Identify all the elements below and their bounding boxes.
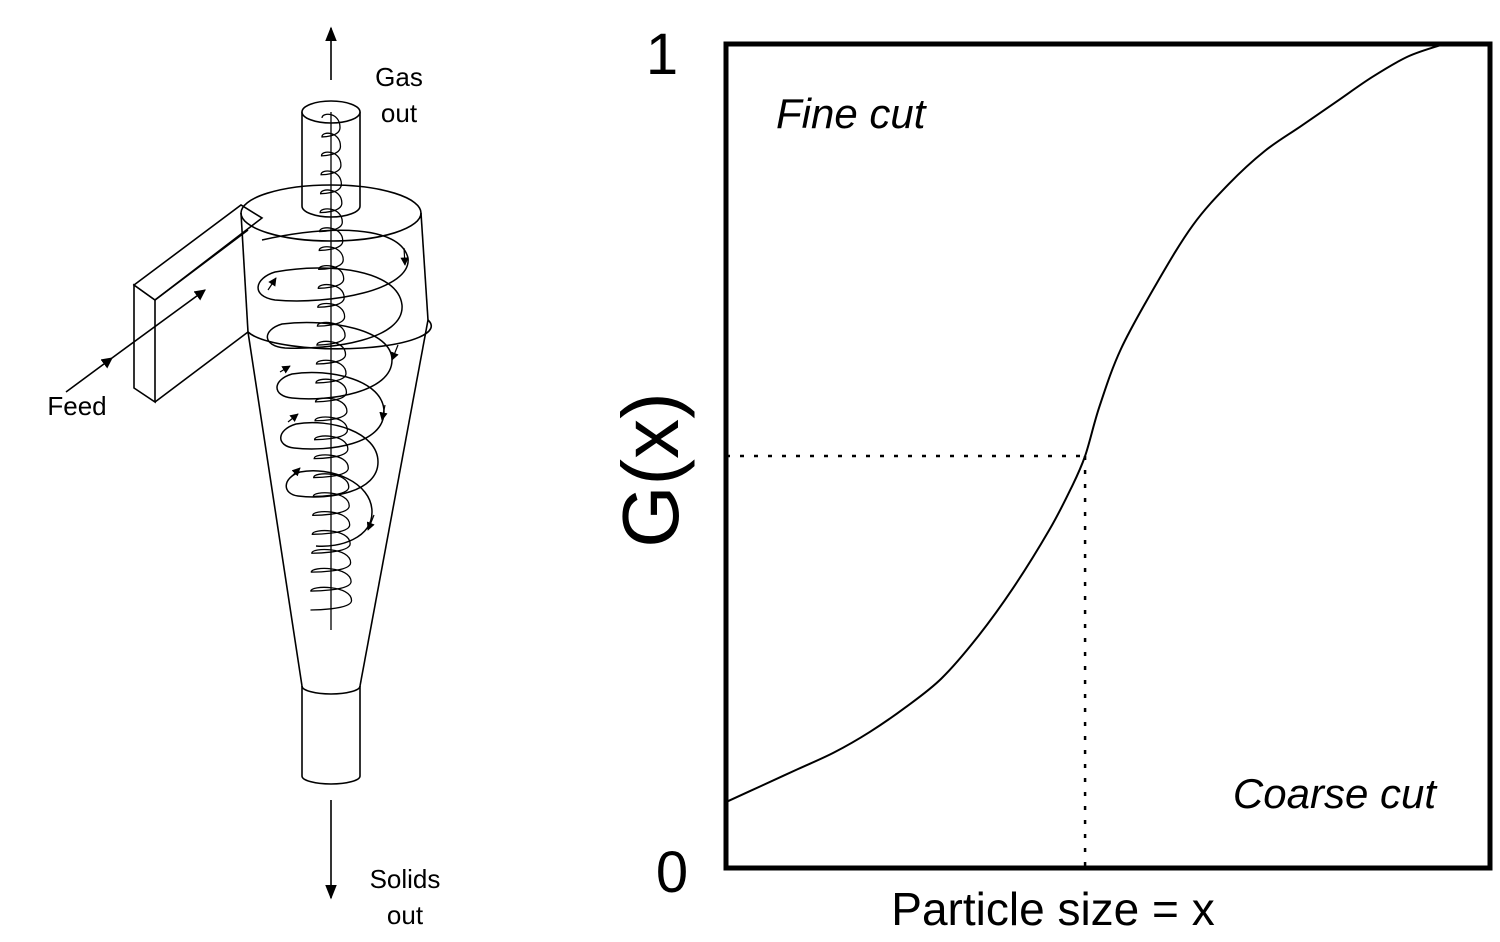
x-axis-label: Particle size = x	[891, 883, 1214, 935]
y-axis-label: G(x)	[606, 392, 695, 548]
grade-efficiency-chart: 1 0 G(x) Particle size = x Fine cut Coar…	[606, 22, 1493, 935]
gas-out-label: Gas	[375, 62, 423, 92]
feed-arrow	[65, 357, 113, 393]
fine-cut-annotation: Fine cut	[776, 90, 928, 137]
inner-vortex	[310, 112, 353, 630]
inner-vortex-coil	[310, 113, 353, 611]
feed-arrow-inner	[111, 289, 206, 359]
cyclone-cone	[247, 319, 429, 695]
cyclone-diagram	[65, 26, 433, 900]
gas-out-label-line2: out	[381, 98, 418, 128]
feed-label: Feed	[47, 391, 106, 421]
feed-inlet	[132, 204, 264, 404]
y-tick-label-0: 0	[656, 840, 688, 905]
y-tick-label-1: 1	[646, 22, 678, 87]
solids-out-label: Solids	[370, 864, 441, 894]
solids-out-label-line2: out	[387, 900, 424, 930]
coarse-cut-annotation: Coarse cut	[1233, 770, 1438, 817]
outer-vortex	[257, 229, 409, 547]
dust-outlet	[301, 686, 361, 785]
grade-efficiency-curve-0	[725, 43, 1445, 803]
